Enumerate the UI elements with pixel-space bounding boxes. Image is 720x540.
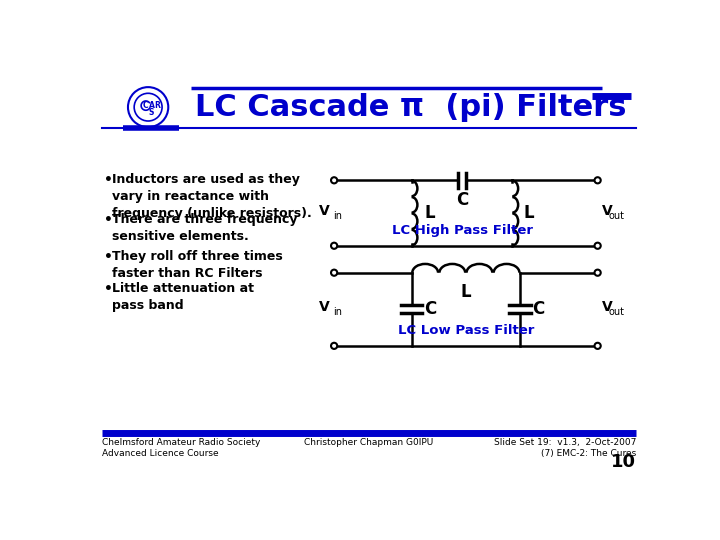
Text: •: • — [104, 173, 113, 187]
Circle shape — [595, 242, 600, 249]
Text: R: R — [155, 101, 161, 110]
Circle shape — [595, 269, 600, 276]
Text: Inductors are used as they
vary in reactance with
frequency (unlike resistors).: Inductors are used as they vary in react… — [112, 173, 312, 220]
Circle shape — [331, 242, 337, 249]
Text: in: in — [333, 307, 342, 318]
Text: C: C — [533, 300, 545, 318]
Text: V: V — [319, 204, 330, 218]
Text: in: in — [333, 211, 342, 221]
Text: C: C — [143, 101, 148, 110]
Text: Christopher Chapman G0IPU: Christopher Chapman G0IPU — [305, 438, 433, 447]
Text: L: L — [461, 284, 471, 301]
Circle shape — [331, 343, 337, 349]
Text: LC Cascade π  (pi) Filters: LC Cascade π (pi) Filters — [194, 93, 626, 123]
Text: •: • — [104, 282, 113, 296]
Circle shape — [595, 177, 600, 184]
Text: out: out — [608, 307, 624, 318]
Text: out: out — [608, 211, 624, 221]
Text: Chelmsford Amateur Radio Society
Advanced Licence Course: Chelmsford Amateur Radio Society Advance… — [102, 438, 260, 458]
Text: Little attenuation at
pass band: Little attenuation at pass band — [112, 282, 253, 312]
Circle shape — [331, 177, 337, 184]
Text: •: • — [104, 213, 113, 227]
Text: V: V — [319, 300, 330, 314]
Circle shape — [331, 269, 337, 276]
Circle shape — [595, 343, 600, 349]
Text: L: L — [424, 204, 435, 222]
Text: C: C — [424, 300, 436, 318]
Text: Slide Set 19:  v1.3,  2-Oct-2007
(7) EMC-2: The Cures: Slide Set 19: v1.3, 2-Oct-2007 (7) EMC-2… — [494, 438, 636, 458]
Text: L: L — [523, 204, 534, 222]
Text: C: C — [456, 191, 468, 209]
Text: S: S — [148, 108, 154, 117]
Text: V: V — [602, 204, 613, 218]
Text: V: V — [602, 300, 613, 314]
Text: •: • — [104, 249, 113, 264]
Text: LC High Pass Filter: LC High Pass Filter — [392, 224, 533, 237]
Text: A: A — [149, 101, 155, 110]
Text: They roll off three times
faster than RC Filters: They roll off three times faster than RC… — [112, 249, 282, 280]
Text: 10: 10 — [611, 454, 636, 471]
Text: There are three frequency
sensitive elements.: There are three frequency sensitive elem… — [112, 213, 297, 242]
Text: LC Low Pass Filter: LC Low Pass Filter — [397, 323, 534, 336]
